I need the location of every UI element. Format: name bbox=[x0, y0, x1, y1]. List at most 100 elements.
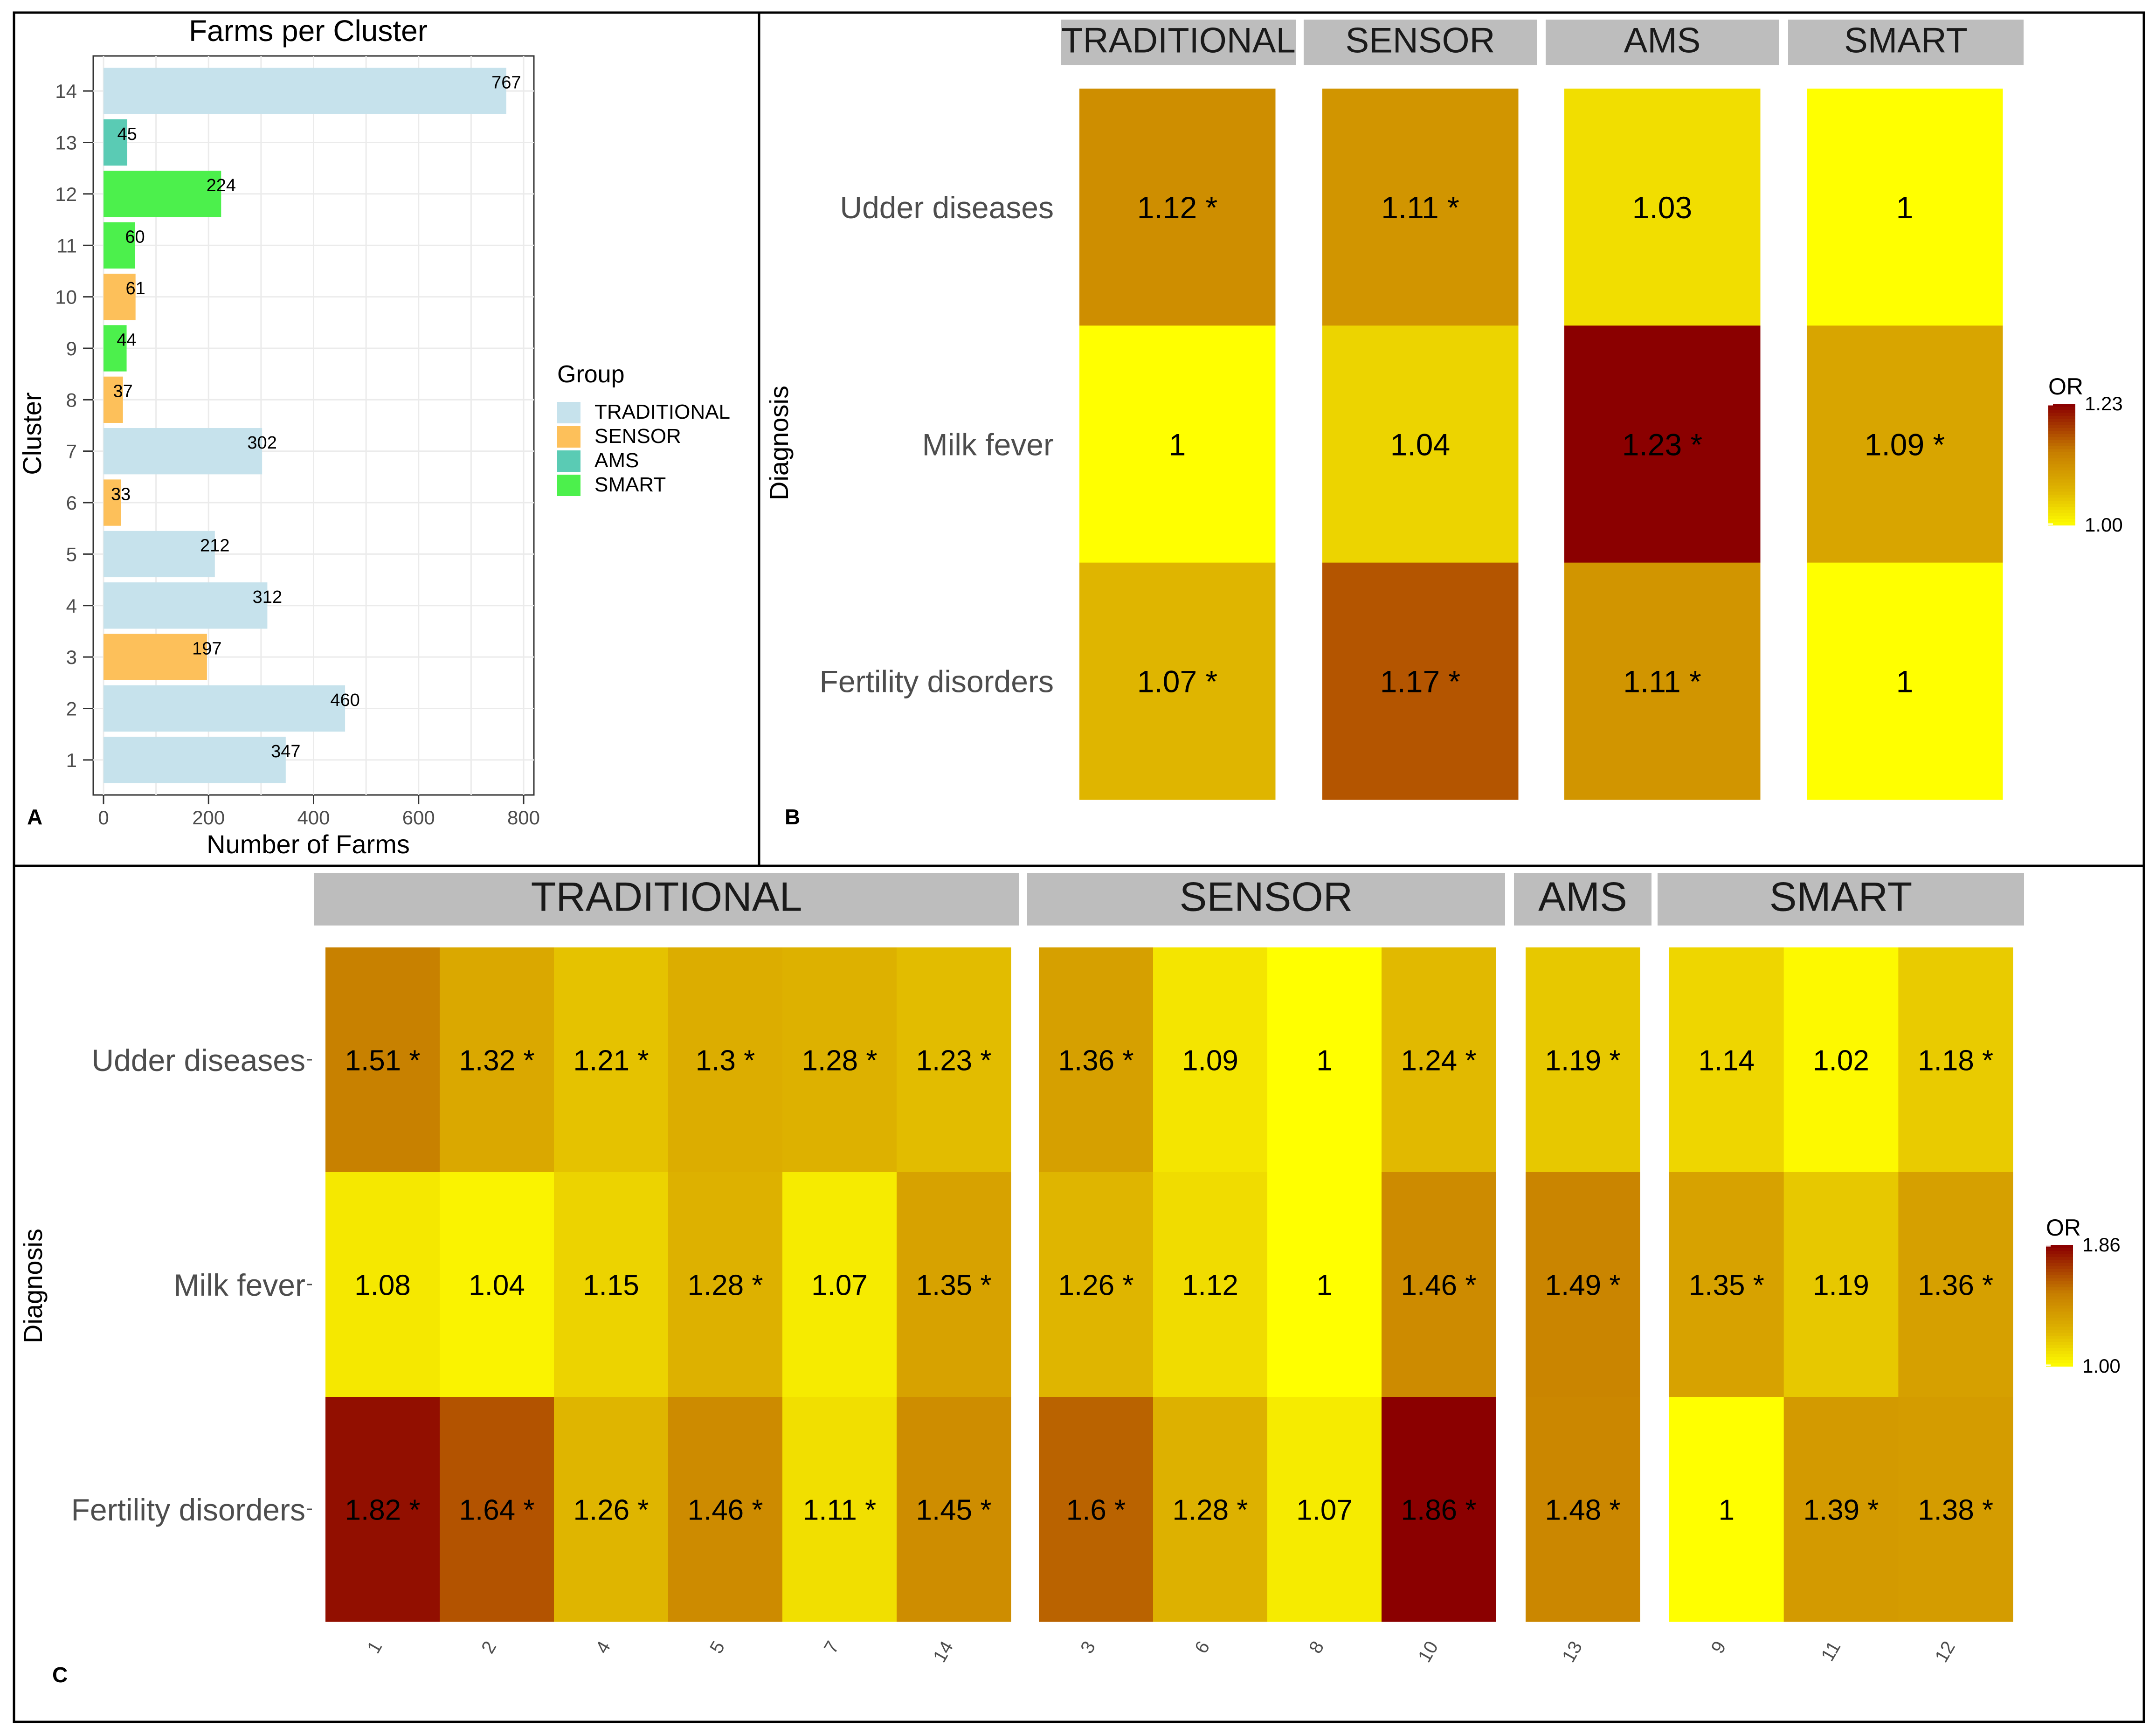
heat-cell-label: 1.12 * bbox=[1137, 190, 1217, 225]
heat-cell-label: 1.51 * bbox=[345, 1044, 420, 1077]
y-tick-label: 14 bbox=[55, 80, 77, 102]
heat-cell-traditional-1-milk-fever bbox=[325, 1172, 440, 1397]
row-label-milk-fever: Milk fever bbox=[922, 427, 1054, 462]
heat-cell-label: 1.6 * bbox=[1066, 1494, 1126, 1526]
heat-cell-label: 1.35 * bbox=[1689, 1269, 1764, 1301]
chart-c-color-legend: OR1.86 1.00 bbox=[2046, 1215, 2121, 1377]
legend-gradient-step bbox=[2048, 513, 2075, 517]
legend-gradient-step bbox=[2048, 516, 2075, 519]
legend-label-sensor: SENSOR bbox=[594, 425, 681, 448]
legend-gradient-step bbox=[2048, 407, 2075, 410]
heat-cell-traditional-5-milk-fever bbox=[668, 1172, 783, 1397]
legend-gradient-step bbox=[2046, 1287, 2073, 1291]
legend-gradient-step bbox=[2046, 1345, 2073, 1348]
bar-cluster-1 bbox=[104, 737, 286, 783]
heat-cell-label: 1.26 * bbox=[1058, 1269, 1133, 1301]
legend-gradient-step bbox=[2048, 495, 2075, 498]
heat-cell-traditional-5-udder-diseases bbox=[668, 947, 783, 1173]
heat-cell-smart-fertility-disorders bbox=[1807, 562, 2003, 800]
legend-gradient-step bbox=[2048, 491, 2075, 495]
legend-gradient-step bbox=[2046, 1257, 2073, 1261]
legend-gradient-step bbox=[2048, 425, 2075, 428]
legend-gradient-step bbox=[2046, 1320, 2073, 1324]
heat-cell-label: 1.12 bbox=[1182, 1269, 1238, 1301]
heat-cell-label: 1.3 * bbox=[696, 1044, 755, 1077]
y-tick-label: 3 bbox=[66, 646, 77, 668]
heat-cell-sensor-8-milk-fever bbox=[1267, 1172, 1382, 1397]
legend-gradient-step bbox=[2046, 1248, 2073, 1251]
heat-cell-label: 1 bbox=[1719, 1494, 1734, 1526]
heat-cell-traditional-7-udder-diseases bbox=[782, 947, 897, 1173]
heat-cell-label: 1.32 * bbox=[459, 1044, 534, 1077]
heat-cell-label: 1 bbox=[1896, 664, 1914, 699]
chart-c-facet-strips: TRADITIONAL SENSOR AMS SMART bbox=[314, 873, 2024, 926]
bar-value-label-12: 224 bbox=[207, 176, 236, 195]
heat-cell-traditional-2-udder-diseases bbox=[440, 947, 554, 1173]
heat-cell-label: 1.02 bbox=[1813, 1044, 1869, 1077]
y-tick-label: 2 bbox=[66, 698, 77, 719]
heat-cell-label: 1.15 bbox=[583, 1269, 639, 1301]
legend-gradient-step bbox=[2046, 1312, 2073, 1315]
heat-cell-label: 1.21 * bbox=[573, 1044, 649, 1077]
y-tick-label: 7 bbox=[66, 441, 77, 463]
legend-gradient-step bbox=[2046, 1263, 2073, 1267]
x-tick-label-cluster-12: 12 bbox=[1931, 1638, 1959, 1666]
y-tick-label: 5 bbox=[66, 543, 77, 565]
facet-strip-traditional bbox=[314, 873, 1019, 926]
heat-cell-label: 1.17 * bbox=[1380, 664, 1460, 699]
y-tick-label: 4 bbox=[66, 595, 77, 617]
row-label-milk-fever: Milk fever bbox=[174, 1268, 305, 1302]
legend-gradient-step bbox=[2048, 501, 2075, 504]
heat-cell-label: 1.28 * bbox=[802, 1044, 877, 1077]
bar-value-label-2: 460 bbox=[330, 691, 359, 710]
legend-gradient-step bbox=[2048, 440, 2075, 444]
heat-cell-label: 1.09 * bbox=[1865, 427, 1945, 462]
chart-a-legend-title: Group bbox=[557, 361, 625, 388]
legend-gradient-step bbox=[2048, 455, 2075, 459]
legend-label-traditional: TRADITIONAL bbox=[594, 401, 730, 423]
bar-cluster-7 bbox=[104, 428, 263, 475]
legend-gradient-step bbox=[2048, 489, 2075, 492]
legend-gradient-step bbox=[2048, 422, 2075, 426]
bar-value-label-3: 197 bbox=[192, 639, 221, 658]
heat-cell-smart-12-udder-diseases bbox=[1898, 947, 2013, 1173]
bar-cluster-14 bbox=[104, 68, 506, 114]
facet-strip-sensor bbox=[1027, 873, 1505, 926]
heat-cell-traditional-4-udder-diseases bbox=[554, 947, 669, 1173]
legend-gradient-step bbox=[2046, 1360, 2073, 1364]
legend-gradient-step bbox=[2048, 428, 2075, 432]
heat-cell-label: 1.64 * bbox=[459, 1494, 534, 1526]
chart-a-y-axis-label: Cluster bbox=[17, 392, 47, 475]
heat-cell-label: 1.86 * bbox=[1401, 1494, 1476, 1526]
legend-gradient-step bbox=[2048, 458, 2075, 462]
heat-cell-smart-11-milk-fever bbox=[1783, 1172, 1899, 1397]
bar-value-label-7: 302 bbox=[247, 433, 276, 453]
chart-c-row-labels: Udder diseases Milk fever Fertility disord… bbox=[71, 1043, 312, 1527]
chart-b-heatmap-cells: 1.12 * 1 1.07 * 1.11 * 1.04 1.17 * 1.03 1.23 * 1… bbox=[1079, 89, 2003, 800]
heat-cell-label: 1.11 * bbox=[1623, 664, 1701, 699]
facet-strip-traditional bbox=[1061, 20, 1296, 65]
legend-gradient-step bbox=[2048, 504, 2075, 507]
legend-swatch-smart bbox=[557, 475, 580, 496]
legend-gradient-step bbox=[2048, 485, 2075, 489]
heat-cell-ams-13-milk-fever bbox=[1526, 1172, 1640, 1397]
chart-a-title: Farms per Cluster bbox=[189, 14, 428, 48]
legend-gradient-step bbox=[2048, 519, 2075, 523]
heat-cell-traditional-14-milk-fever bbox=[897, 1172, 1011, 1397]
heat-cell-label: 1.04 bbox=[1390, 427, 1450, 462]
heat-cell-label: 1.45 * bbox=[916, 1494, 991, 1526]
legend-swatch-ams bbox=[557, 450, 580, 472]
x-tick-label-cluster-6: 6 bbox=[1191, 1638, 1214, 1657]
heat-cell-sensor-8-udder-diseases bbox=[1267, 947, 1382, 1173]
legend-gradient-step bbox=[2046, 1308, 2073, 1312]
legend-gradient-step bbox=[2048, 449, 2075, 453]
legend-gradient-step bbox=[2046, 1318, 2073, 1321]
heat-cell-label: 1.26 * bbox=[573, 1494, 649, 1526]
legend-gradient-step bbox=[2046, 1251, 2073, 1255]
x-tick-label: 400 bbox=[297, 807, 330, 829]
heat-cell-label: 1.08 bbox=[354, 1269, 411, 1301]
legend-gradient-step bbox=[2046, 1278, 2073, 1282]
x-tick-label-cluster-4: 4 bbox=[592, 1638, 615, 1657]
legend-gradient-step bbox=[2046, 1302, 2073, 1306]
heat-cell-label: 1.04 bbox=[469, 1269, 525, 1301]
